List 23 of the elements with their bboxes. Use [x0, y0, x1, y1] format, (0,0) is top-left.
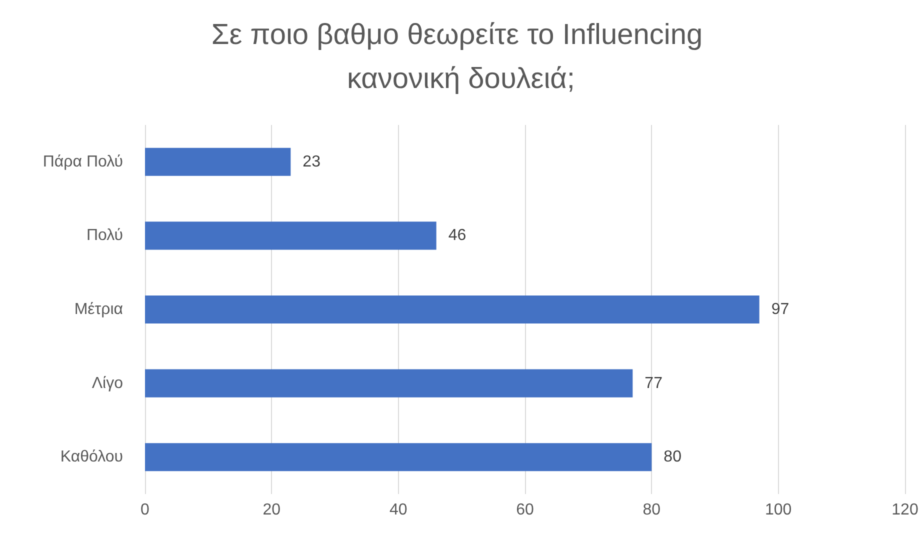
bar	[145, 222, 436, 250]
bar	[145, 443, 652, 472]
y-tick-label: Καθόλου	[60, 448, 123, 466]
data-label: 80	[664, 448, 682, 466]
x-tick-label: 120	[892, 502, 918, 518]
x-tick-label: 40	[389, 502, 408, 518]
y-tick-label: Πολύ	[86, 227, 123, 244]
x-tick-label: 80	[642, 502, 661, 518]
bar	[145, 148, 291, 176]
bar	[145, 295, 760, 324]
y-tick-label: Λίγο	[92, 374, 124, 392]
x-tick-label: 0	[140, 502, 150, 518]
x-tick-label: 100	[764, 502, 792, 518]
x-tick-label: 60	[516, 502, 534, 518]
data-label: 23	[302, 153, 321, 170]
data-label: 46	[448, 227, 466, 244]
y-tick-label: Μέτρια	[74, 301, 123, 318]
data-label: 77	[644, 374, 663, 392]
x-tick-label: 20	[262, 502, 281, 518]
y-tick-label: Πάρα Πολύ	[42, 153, 123, 170]
chart-title: Σε ποιο βαθμο θεωρείτε το Influencing κανονική δουλειά;	[211, 19, 711, 95]
bar	[145, 369, 633, 398]
data-label: 97	[771, 301, 790, 318]
